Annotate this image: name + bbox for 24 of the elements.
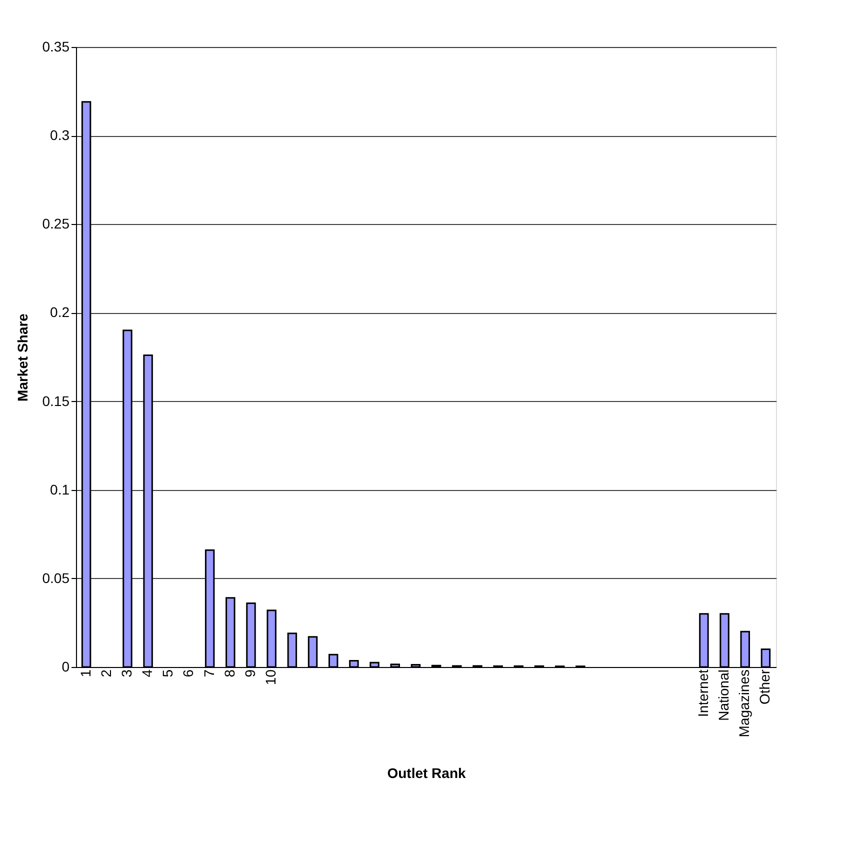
x-tick-label: Internet	[694, 669, 711, 717]
x-axis-title: Outlet Rank	[387, 765, 466, 782]
x-tick-label: National	[716, 670, 732, 721]
x-tick-label: 6	[180, 669, 196, 678]
y-tick-label: 0.15	[42, 392, 70, 409]
y-tick-label: 0.25	[42, 216, 70, 232]
x-tick-label: 5	[160, 669, 176, 678]
x-tick-label: 1	[77, 669, 94, 678]
y-tick-label: 0.1	[50, 481, 70, 498]
y-tick-label: 0.35	[42, 38, 70, 54]
y-tick-label: 0	[62, 658, 70, 674]
x-tick-label: 7	[200, 669, 217, 678]
y-axis-title: Market Share	[14, 313, 30, 402]
y-tick-label: 0.3	[50, 127, 70, 144]
x-tick-label: 3	[118, 669, 134, 678]
x-tick-label: 2	[98, 669, 114, 678]
x-tick-label: 10	[262, 669, 279, 686]
x-tick-label: Other	[756, 669, 773, 705]
x-tick-label: 9	[242, 669, 258, 678]
x-tick-label: 4	[139, 669, 156, 678]
y-tick-label: 0.2	[50, 304, 70, 320]
x-tick-label: Magazines	[736, 670, 752, 738]
x-tick-label: 8	[221, 669, 238, 678]
y-tick-label: 0.05	[42, 570, 70, 586]
